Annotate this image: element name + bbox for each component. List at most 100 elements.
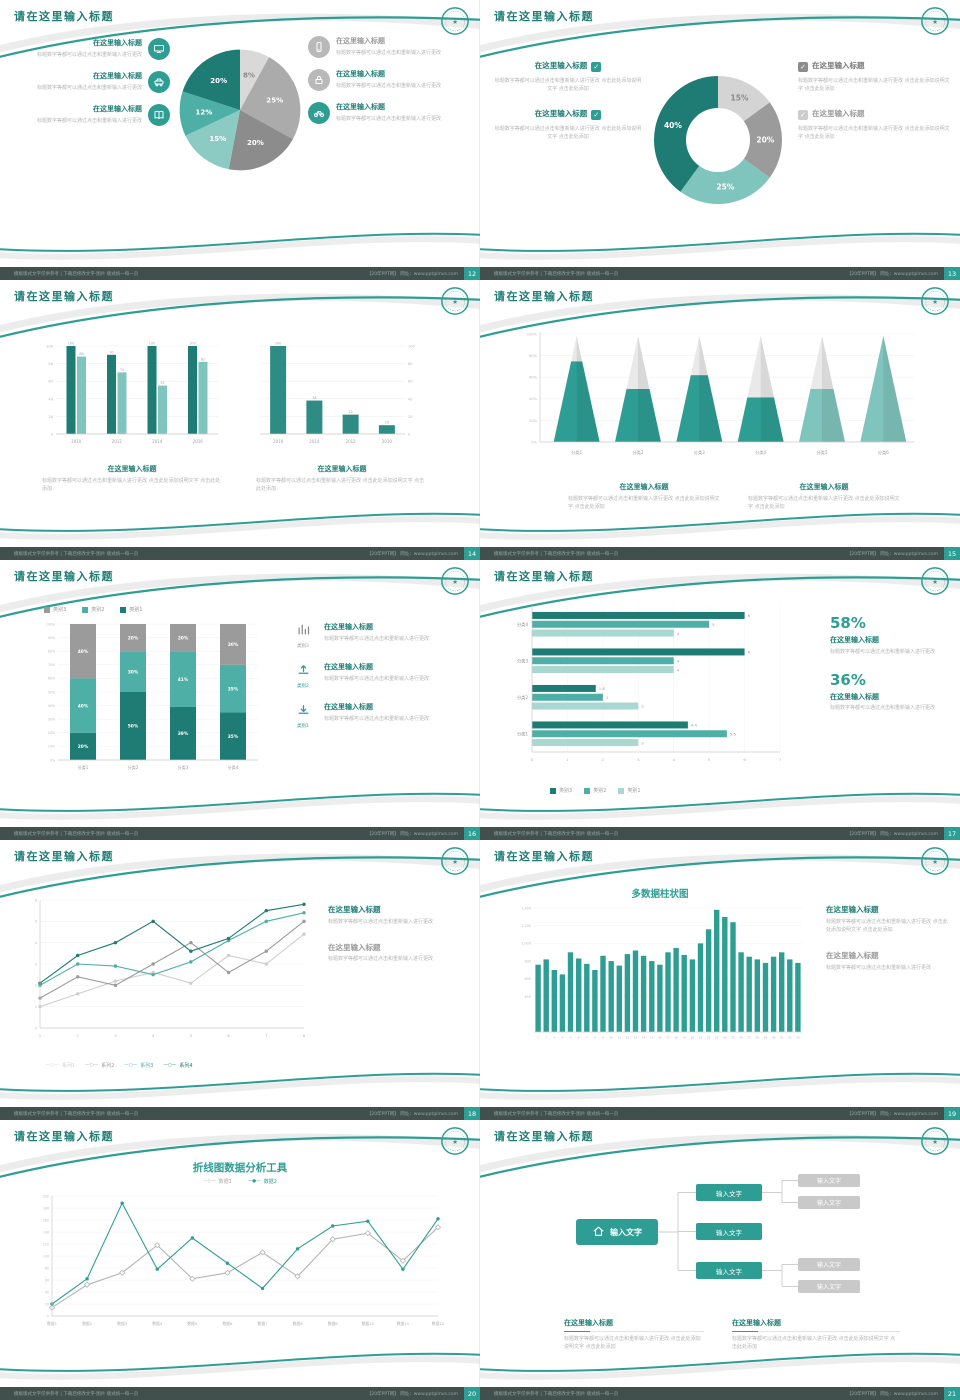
svg-text:10: 10 bbox=[609, 1036, 613, 1040]
stats-panel: 58% 在这里输入标题 标题数字等都可以通过点击和重新输入进行更改 36% 在这… bbox=[830, 614, 946, 713]
phone-icon bbox=[308, 36, 330, 58]
svg-text:数据7: 数据7 bbox=[258, 1321, 269, 1326]
svg-text:分类3: 分类3 bbox=[694, 449, 705, 456]
svg-text:★: ★ bbox=[452, 578, 458, 586]
svg-text:★: ★ bbox=[932, 18, 938, 26]
footer-site: 【20年PPT网】 网址：www.pptgimus.com bbox=[366, 551, 458, 557]
diagram-node[interactable]: 输入文字 bbox=[696, 1223, 762, 1240]
svg-text:5: 5 bbox=[708, 757, 711, 762]
slide-footer: 模板版式文字仅供参考 | 下载后修改文字·图片·版式统一每一页 【20年PPT网】… bbox=[0, 1387, 480, 1400]
slide-pyramid-chart[interactable]: 请在这里输入标题 ★ 0% 20% 40% 60% 80% 100% 分类1 分类2 分类3 分类… bbox=[479, 279, 960, 561]
lock-icon bbox=[308, 69, 330, 91]
callout-item: 在这里输入标题 标题数字等都可以通过点击和重新输入进行更改 bbox=[308, 36, 470, 58]
diagram-node[interactable]: 输入文字 bbox=[696, 1262, 762, 1279]
diagram-subnode[interactable]: 输入文字 bbox=[798, 1258, 860, 1271]
svg-text:40%: 40% bbox=[48, 704, 55, 708]
slide-double-bar-charts[interactable]: 请在这里输入标题 ★ 0 20 40 60 80 100 100 88 2010 90 70 2012… bbox=[0, 279, 481, 561]
legend-item: —○— 系列1 bbox=[46, 1062, 75, 1069]
legend-item: 类别3 bbox=[44, 606, 66, 613]
checkbox-icon[interactable]: ✓ bbox=[591, 109, 602, 120]
svg-text:19: 19 bbox=[682, 1036, 686, 1040]
page-title: 请在这里输入标题 bbox=[494, 570, 594, 583]
svg-text:3: 3 bbox=[35, 962, 37, 966]
svg-text:100: 100 bbox=[408, 345, 416, 349]
slide-stacked-bars[interactable]: 请在这里输入标题 ★ 类别3 类别2 类别1 0% 10% 20% 30% 40% 50%… bbox=[0, 559, 481, 841]
footer-note: 模板版式文字仅供参考 | 下载后修改文字·图片·版式统一每一页 bbox=[14, 1111, 139, 1117]
svg-text:分类4: 分类4 bbox=[228, 764, 239, 770]
chart-caption-left: 在这里输入标题 标题数字等都可以通过点击和重新输入进行更改 点击此处添加说明文字 … bbox=[568, 482, 720, 511]
page-number: 13 bbox=[944, 267, 960, 280]
legend-label: 数据2 bbox=[263, 1179, 277, 1185]
diagram-root-node[interactable]: 输入文字 bbox=[576, 1219, 658, 1245]
svg-text:23: 23 bbox=[715, 1036, 719, 1040]
slide-footer: 模板版式文字仅供参考 | 下载后修改文字·图片·版式统一每一页 【20年PPT网】… bbox=[480, 1387, 960, 1400]
svg-text:0%: 0% bbox=[531, 440, 537, 444]
svg-text:38: 38 bbox=[312, 396, 316, 400]
page-title: 请在这里输入标题 bbox=[14, 10, 114, 23]
stat-value: 36% bbox=[830, 670, 866, 689]
caption-heading: 在这里输入标题 bbox=[799, 483, 849, 491]
slide-line-analysis[interactable]: 请在这里输入标题 ★ 折线图数据分析工具 —◇— 数据1 —●— 数据2 0 20 40… bbox=[0, 1119, 481, 1400]
slide-horizontal-bars[interactable]: 请在这里输入标题 ★ 0 1 2 3 4 5 6 7 6 5 4 分类4 6 4 4 分类3 1.8 2 3 分类2 4… bbox=[479, 559, 960, 841]
svg-text:★: ★ bbox=[452, 1138, 458, 1146]
checkbox-icon[interactable]: ✓ bbox=[798, 109, 808, 120]
svg-text:60: 60 bbox=[48, 380, 53, 384]
svg-text:41%: 41% bbox=[178, 677, 189, 683]
legend-item: —○— 系列2 bbox=[85, 1062, 114, 1069]
diagram-subnode[interactable]: 输入文字 bbox=[798, 1174, 860, 1187]
legend-marker: —◇— bbox=[203, 1179, 216, 1184]
svg-text:★: ★ bbox=[452, 18, 458, 26]
slide-pie-callouts[interactable]: 请在这里输入标题 ★ 在这里输入标题 标题数字等都可以通过点击和重新输入进行更改 … bbox=[0, 0, 481, 281]
footer-site: 【20年PPT网】 网址：www.pptgimus.com bbox=[366, 1111, 458, 1117]
checklist-body: 标题数字等都可以通过点击和重新输入进行更改 点击此处添加说明文字 点击此处添加 bbox=[494, 77, 642, 92]
callout-item: 在这里输入标题 标题数字等都可以通过点击和重新输入进行更改 bbox=[12, 38, 170, 60]
svg-text:0: 0 bbox=[408, 433, 411, 437]
svg-text:26: 26 bbox=[739, 1036, 743, 1040]
chart-caption-right: 在这里输入标题 标题数字等都可以通过点击和重新输入进行更改 点击此处添加说明文字 … bbox=[256, 464, 428, 493]
page-title: 请在这里输入标题 bbox=[14, 1130, 114, 1143]
svg-text:100%: 100% bbox=[46, 622, 55, 626]
legend-label: 系列3 bbox=[140, 1063, 154, 1069]
svg-text:40: 40 bbox=[45, 1290, 49, 1294]
svg-text:3: 3 bbox=[637, 757, 640, 762]
svg-text:80: 80 bbox=[48, 362, 53, 366]
svg-text:15%: 15% bbox=[731, 93, 749, 102]
diagram-node[interactable]: 输入文字 bbox=[696, 1184, 762, 1201]
caption-body: 标题数字等都可以通过点击和重新输入进行更改 点击此处添加说明文字 点击此处添加 bbox=[748, 495, 900, 510]
diagram-subnode[interactable]: 输入文字 bbox=[798, 1196, 860, 1209]
bottom-swoosh-decoration bbox=[0, 512, 480, 540]
slide-donut-checklists[interactable]: 请在这里输入标题 ★ 在这里输入标题 ✓ 标题数字等都可以通过点击和重新输入进行更… bbox=[479, 0, 960, 281]
slide-flow-diagram[interactable]: 请在这里输入标题 ★ 输入文字 输入文字 输入文字 输入文字 输入文字 输入文字… bbox=[479, 1119, 960, 1400]
svg-text:30%: 30% bbox=[48, 718, 55, 722]
slide-column-chart[interactable]: 请在这里输入标题 ★ 多数据柱状图 400 600 800 1,000 1,200 1,4… bbox=[479, 839, 960, 1121]
footer-site: 【20年PPT网】 网址：www.pptgimus.com bbox=[366, 271, 458, 277]
single-bar-chart: 0 20 40 60 80 100 100 2016 38 2014 22 2012 10 2010 bbox=[252, 338, 427, 450]
chart-caption-left: 在这里输入标题 标题数字等都可以通过点击和重新输入进行更改 点击此处添加说明文字 … bbox=[42, 464, 222, 493]
category-item: 类别1 在这里输入标题 标题数字等都可以通过点击和重新输入进行更改 bbox=[290, 702, 470, 729]
svg-text:1.8: 1.8 bbox=[599, 686, 606, 691]
svg-text:82: 82 bbox=[201, 357, 205, 361]
caption-heading: 在这里输入标题 bbox=[619, 483, 669, 491]
caption-heading: 在这里输入标题 bbox=[732, 1319, 781, 1327]
category-body: 标题数字等都可以通过点击和重新输入进行更改 bbox=[324, 715, 430, 722]
svg-text:4: 4 bbox=[677, 667, 680, 672]
checkbox-icon[interactable]: ✓ bbox=[798, 61, 808, 72]
svg-text:3: 3 bbox=[114, 1033, 117, 1038]
callout-heading: 在这里输入标题 bbox=[93, 72, 142, 80]
svg-text:2014: 2014 bbox=[152, 439, 163, 444]
callout-body: 标题数字等都可以通过点击和重新输入进行更改 bbox=[336, 82, 442, 89]
callout-heading: 在这里输入标题 bbox=[93, 105, 142, 113]
svg-text:20%: 20% bbox=[48, 731, 55, 735]
page-number: 18 bbox=[464, 1107, 480, 1120]
upload-icon bbox=[296, 662, 311, 681]
checklist-body: 标题数字等都可以通过点击和重新输入进行更改 点击此处添加说明文字 点击此处添加 bbox=[798, 77, 950, 92]
svg-text:20: 20 bbox=[408, 415, 413, 419]
svg-text:7: 7 bbox=[779, 757, 782, 762]
panel-heading: 在这里输入标题 bbox=[328, 905, 381, 914]
diagram-subnode[interactable]: 输入文字 bbox=[798, 1280, 860, 1293]
checkbox-icon[interactable]: ✓ bbox=[591, 61, 602, 72]
chart-caption-left: 在这里输入标题 标题数字等都可以通过点击和重新输入进行更改 点击此处添加说明文字 … bbox=[564, 1318, 704, 1351]
category-heading: 在这里输入标题 bbox=[324, 623, 373, 631]
page-number: 16 bbox=[464, 827, 480, 840]
